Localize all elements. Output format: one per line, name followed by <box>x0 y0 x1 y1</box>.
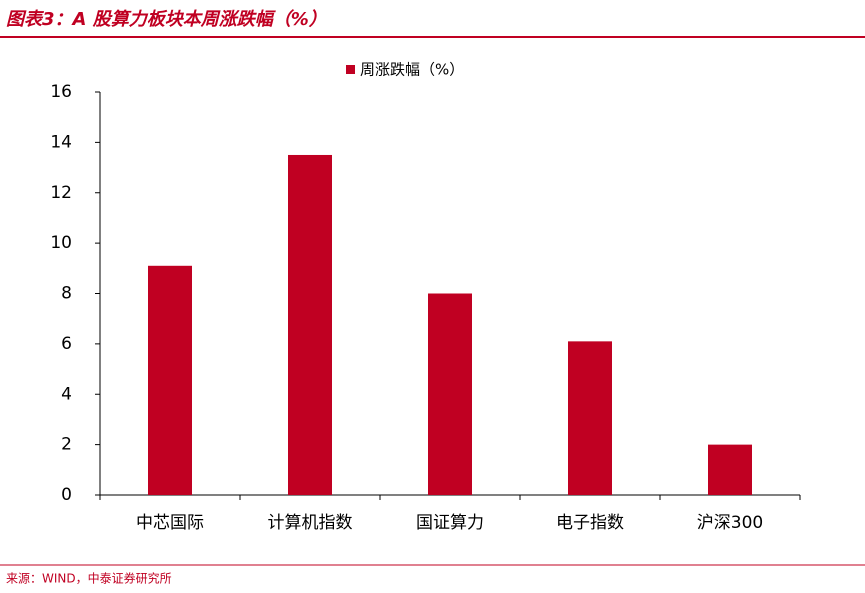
y-tick-label: 6 <box>61 334 72 354</box>
y-tick-label: 8 <box>61 284 72 304</box>
y-tick-label: 16 <box>50 82 72 102</box>
x-tick-label: 沪深300 <box>697 513 763 533</box>
chart-title: 图表3：A 股算力板块本周涨跌幅（%） <box>6 9 327 30</box>
legend-label: 周涨跌幅（%） <box>360 61 464 79</box>
y-tick-label: 4 <box>61 384 72 404</box>
y-tick-label: 10 <box>50 233 72 253</box>
bar <box>148 265 192 495</box>
legend-swatch <box>346 65 355 74</box>
x-tick-label: 计算机指数 <box>268 513 353 533</box>
y-tick-label: 12 <box>50 183 72 203</box>
source-note: 来源：WIND，中泰证券研究所 <box>6 571 172 586</box>
bar <box>428 293 472 495</box>
x-tick-label: 国证算力 <box>416 513 484 533</box>
x-tick-label: 电子指数 <box>556 513 624 533</box>
y-tick-label: 0 <box>61 485 72 505</box>
bar <box>288 154 332 495</box>
bar <box>568 341 612 495</box>
y-tick-label: 14 <box>50 132 72 152</box>
bar <box>708 444 752 495</box>
y-tick-label: 2 <box>61 435 72 455</box>
x-tick-label: 中芯国际 <box>136 513 204 533</box>
